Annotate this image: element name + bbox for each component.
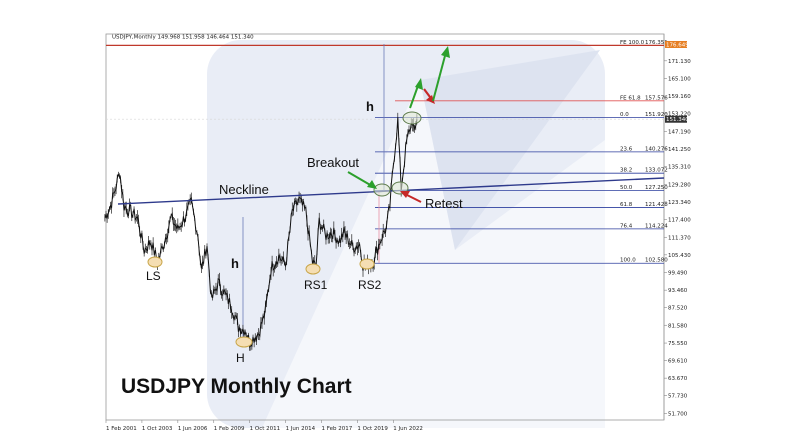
y-tick-label: 87.520 [668, 306, 688, 312]
x-tick-label: 1 Feb 2001 [106, 426, 137, 432]
x-tick-label: 1 Feb 2009 [214, 426, 245, 432]
breakout-label: Breakout [307, 155, 359, 170]
y-tick-label: 123.340 [668, 200, 691, 206]
fib-level-label: 23.6 [620, 146, 633, 152]
neckline [117, 177, 665, 205]
breakout-arrow [347, 171, 377, 189]
fib-level-price: 176.351 [645, 40, 668, 46]
fibonacci-levels: FE 100.0 176.351 FE 61.8 157.576 0.0 151.920 2… [106, 40, 668, 264]
target-price-badge: 176.649 [665, 40, 689, 48]
x-tick-label: 1 Oct 2011 [250, 426, 281, 432]
y-tick-label: 165.100 [668, 77, 691, 83]
y-axis: 171.130 165.100 159.160 153.220 147.190 141.2… [664, 59, 691, 418]
projection-arrows [409, 46, 450, 109]
rs1-label: RS1 [304, 278, 328, 292]
fib-level-price: 102.580 [645, 258, 668, 264]
fib-level-label: 61.8 [620, 202, 633, 208]
fib-level-price: 127.250 [645, 185, 668, 191]
retest-arrow [400, 191, 422, 203]
y-tick-label: 135.310 [668, 165, 691, 171]
y-tick-label: 57.730 [668, 394, 688, 400]
x-tick-label: 1 Feb 2017 [321, 426, 352, 432]
marker-left-shoulder [147, 256, 163, 268]
y-tick-label: 147.190 [668, 129, 691, 135]
marker-breakout [373, 183, 391, 197]
y-tick-label: 99.490 [668, 270, 688, 276]
x-tick-label: 1 Oct 2019 [357, 426, 388, 432]
y-tick-label: 129.280 [668, 182, 691, 188]
y-tick-label: 159.160 [668, 94, 691, 100]
fib-level-label: 50.0 [620, 185, 633, 191]
x-tick-label: 1 Jun 2006 [178, 426, 208, 432]
y-tick-label: 117.400 [668, 217, 691, 223]
h-target-label: h [366, 99, 374, 114]
fib-level-label: 38.2 [620, 168, 632, 174]
neckline-label: Neckline [219, 182, 269, 197]
fib-level-label: 0.0 [620, 112, 629, 118]
watermark-logo [207, 40, 605, 428]
target-price-text: 176.649 [666, 42, 689, 48]
fib-level-price: 157.576 [645, 95, 668, 101]
x-tick-label: 1 Oct 2003 [142, 426, 173, 432]
fib-level-price: 133.072 [645, 168, 668, 174]
y-tick-label: 141.250 [668, 147, 691, 153]
x-tick-label: 1 Jun 2022 [393, 426, 423, 432]
fib-level-price: 151.920 [645, 112, 668, 118]
fib-level-label: FE 61.8 [620, 95, 641, 101]
y-tick-label: 153.220 [668, 112, 691, 118]
last-price-badge: 151.340 [665, 115, 689, 123]
chart-title: USDJPY Monthly Chart [121, 375, 352, 398]
y-tick-label: 81.580 [668, 323, 688, 329]
y-tick-label: 63.670 [668, 376, 688, 382]
head-label: H [236, 351, 245, 365]
marker-head [235, 336, 253, 348]
fib-level-label: FE 100.0 [620, 40, 645, 46]
ls-label: LS [146, 269, 161, 283]
y-tick-label: 51.700 [668, 412, 688, 418]
rs2-label: RS2 [358, 278, 382, 292]
fib-level-price: 121.428 [645, 202, 668, 208]
retest-label: Retest [425, 196, 463, 211]
y-tick-label: 75.550 [668, 341, 688, 347]
fib-level-label: 100.0 [620, 258, 636, 264]
y-tick-label: 93.460 [668, 288, 688, 294]
pattern-markers [147, 111, 422, 348]
fib-level-price: 140.276 [645, 146, 668, 152]
x-tick-label: 1 Jun 2014 [286, 426, 316, 432]
fib-level-label: 76.4 [620, 223, 633, 229]
marker-rs2 [359, 258, 375, 270]
marker-high [402, 111, 422, 125]
marker-rs1 [305, 263, 321, 275]
last-price-text: 151.340 [666, 117, 689, 123]
y-tick-label: 171.130 [668, 59, 691, 65]
fib-level-price: 114.224 [645, 223, 668, 229]
y-tick-label: 69.610 [668, 359, 688, 365]
y-tick-label: 111.370 [668, 235, 691, 241]
x-axis: 1 Feb 2001 1 Oct 2003 1 Jun 2006 1 Feb 2009… [105, 420, 423, 432]
y-tick-label: 105.430 [668, 253, 691, 259]
h-height-label: h [231, 256, 239, 271]
chart-header-text: USDJPY,Monthly 149.968 151.958 146.464 1… [112, 35, 254, 41]
